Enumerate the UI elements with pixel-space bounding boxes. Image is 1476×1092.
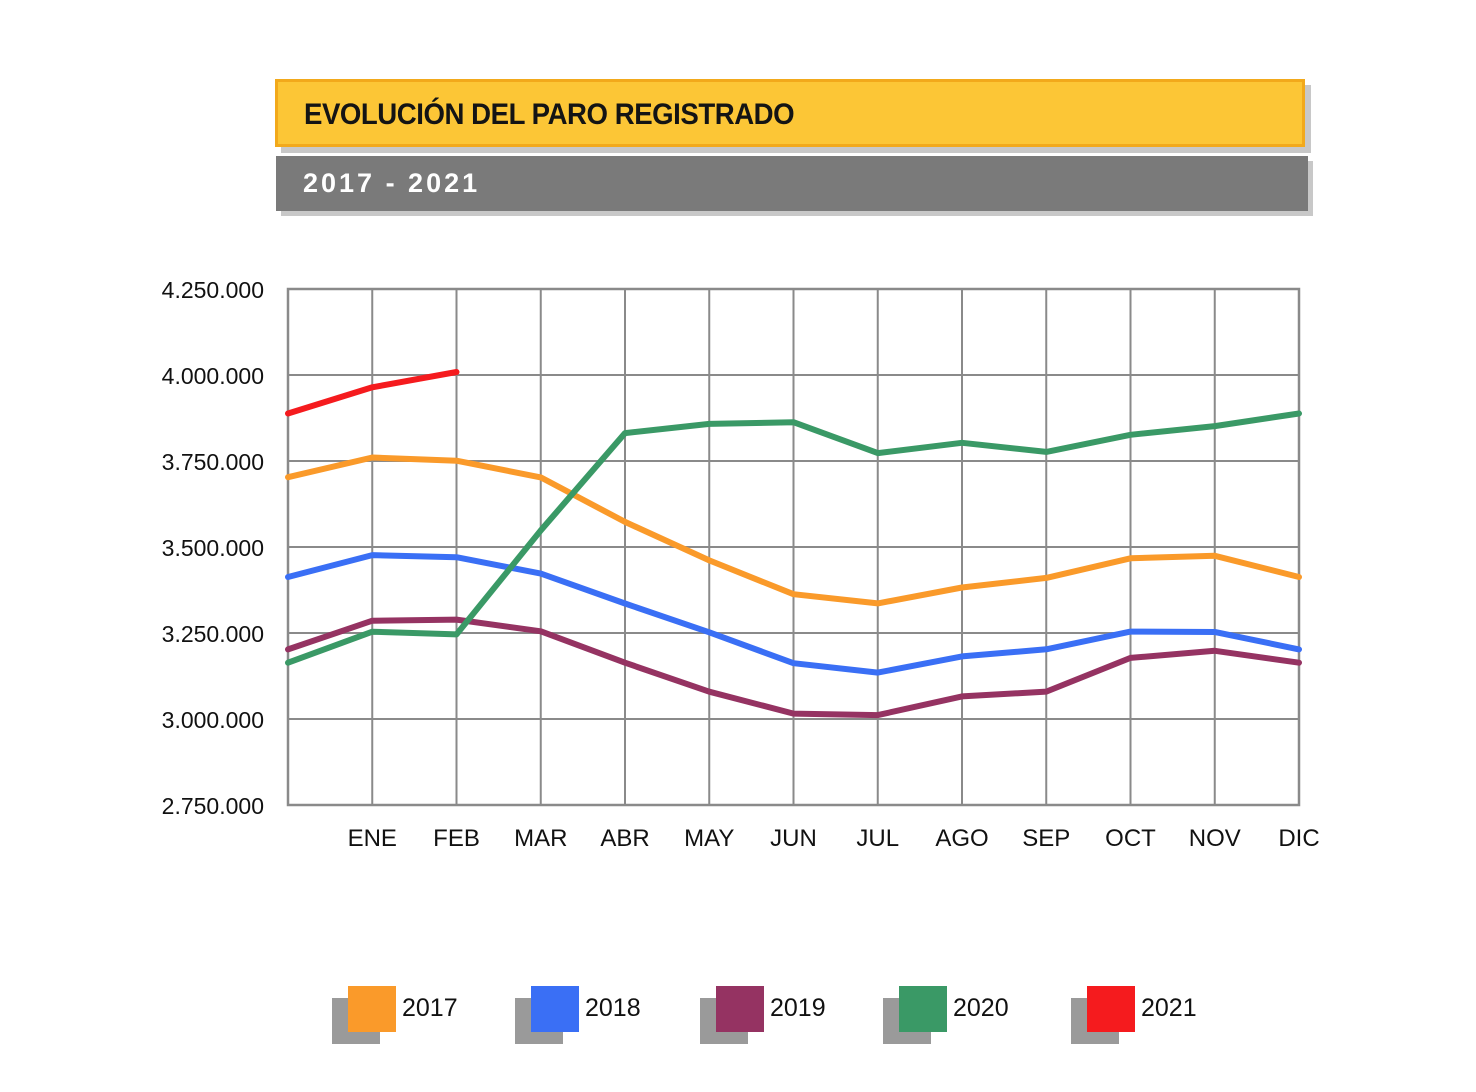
y-tick-label: 3.250.000 xyxy=(162,621,264,647)
x-tick-label: JUL xyxy=(856,825,899,852)
legend-label-2019: 2019 xyxy=(770,994,826,1022)
series-line-2017 xyxy=(285,454,1302,607)
series-line-2018 xyxy=(285,552,1302,676)
x-tick-label: SEP xyxy=(1022,825,1070,852)
title-banner: EVOLUCIÓN DEL PARO REGISTRADO xyxy=(275,79,1305,147)
plot-border xyxy=(286,287,1301,807)
legend-label-2020: 2020 xyxy=(953,994,1009,1022)
legend-item-2019: 2019 xyxy=(700,986,860,1046)
x-tick-label: OCT xyxy=(1105,825,1156,852)
y-tick-label: 3.000.000 xyxy=(162,707,264,733)
x-tick-label: ABR xyxy=(600,825,649,852)
chart-subtitle: 2017 - 2021 xyxy=(303,168,481,198)
chart-title: EVOLUCIÓN DEL PARO REGISTRADO xyxy=(304,98,795,131)
legend-swatch-2018 xyxy=(531,986,579,1032)
chart-series xyxy=(285,369,1302,719)
legend-label-2021: 2021 xyxy=(1141,994,1197,1022)
legend-label-2017: 2017 xyxy=(402,994,458,1022)
subtitle-banner: 2017 - 2021 xyxy=(276,156,1308,211)
x-tick-label: FEB xyxy=(433,825,480,852)
legend-item-2017: 2017 xyxy=(332,986,492,1046)
legend-item-2020: 2020 xyxy=(883,986,1043,1046)
y-tick-label: 4.000.000 xyxy=(162,363,264,389)
series-line-2021 xyxy=(285,369,460,417)
legend-swatch-2019 xyxy=(716,986,764,1032)
x-tick-label: AGO xyxy=(935,825,988,852)
y-tick-label: 3.500.000 xyxy=(162,535,264,561)
legend-swatch-2021 xyxy=(1087,986,1135,1032)
x-axis: ENE FEB MAR ABR MAY JUN JUL AGO SEP OCT NOV DIC xyxy=(348,825,1320,852)
series-line-2020 xyxy=(285,410,1302,666)
legend-label-2018: 2018 xyxy=(585,994,641,1022)
y-tick-label: 2.750.000 xyxy=(162,793,264,819)
x-tick-label: MAY xyxy=(684,825,734,852)
chart-grid xyxy=(286,287,1301,807)
legend-swatch-2017 xyxy=(348,986,396,1032)
y-tick-label: 3.750.000 xyxy=(162,449,264,475)
x-tick-label: DIC xyxy=(1278,825,1319,852)
x-tick-label: ENE xyxy=(348,825,397,852)
x-tick-label: MAR xyxy=(514,825,567,852)
y-axis: 2.750.000 3.000.000 3.250.000 3.500.000 3.75… xyxy=(162,277,264,819)
legend-item-2018: 2018 xyxy=(515,986,675,1046)
x-tick-label: NOV xyxy=(1189,825,1241,852)
legend-swatch-2020 xyxy=(899,986,947,1032)
y-tick-label: 4.250.000 xyxy=(162,277,264,303)
series-line-2019 xyxy=(285,616,1302,719)
x-tick-label: JUN xyxy=(770,825,817,852)
legend-item-2021: 2021 xyxy=(1071,986,1231,1046)
